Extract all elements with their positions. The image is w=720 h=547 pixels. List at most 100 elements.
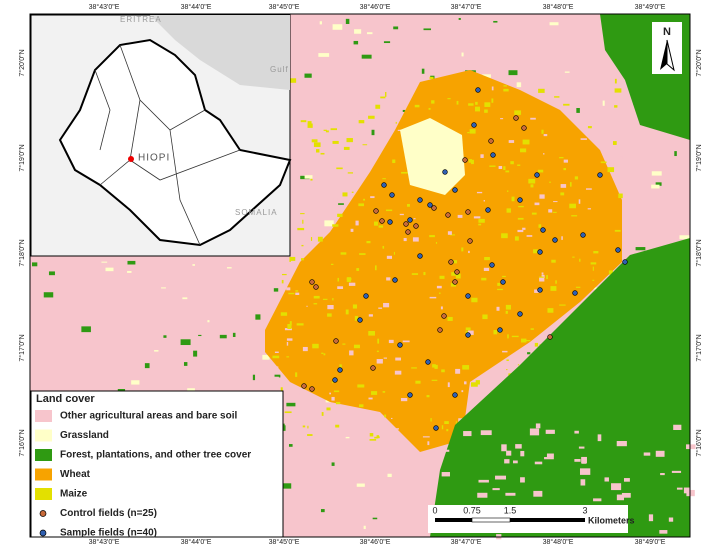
legend-title: Land cover xyxy=(36,393,95,405)
maize-patch xyxy=(383,357,387,359)
pink-patch xyxy=(621,492,631,498)
maize-patch xyxy=(553,201,558,203)
maize-patch xyxy=(475,101,478,105)
forest-patch xyxy=(131,380,140,385)
pink-patch xyxy=(513,460,518,464)
maize-patch xyxy=(378,307,383,309)
maize-patch xyxy=(295,292,300,296)
maize-patch xyxy=(554,96,560,98)
maize-patch xyxy=(502,275,506,278)
maize-patch xyxy=(335,424,340,428)
forest-patch xyxy=(320,509,325,513)
maize-patch xyxy=(380,96,386,99)
forest-patch xyxy=(655,182,662,186)
pink-patch xyxy=(671,470,682,473)
maize-patch xyxy=(505,304,511,310)
control-field xyxy=(445,212,451,218)
maize-patch xyxy=(522,227,526,230)
maize-patch xyxy=(288,139,296,143)
control-field xyxy=(467,238,473,244)
inset-map: ERITREA Gulf HIOPI SOMALIA xyxy=(30,14,292,257)
maize-patch xyxy=(439,275,445,279)
maize-patch xyxy=(447,231,452,235)
pink-patch xyxy=(501,444,507,452)
maize-patch xyxy=(331,381,334,384)
maize-patch xyxy=(525,340,531,342)
maize-patch xyxy=(300,120,307,123)
maize-patch xyxy=(503,166,506,171)
maize-patch xyxy=(585,188,592,190)
pink-patch xyxy=(520,450,525,457)
maize-patch xyxy=(302,219,304,224)
maize-patch xyxy=(330,128,338,131)
maize-patch xyxy=(327,313,332,317)
forest-patch xyxy=(383,41,391,44)
forest-patch xyxy=(274,374,281,378)
maize-patch xyxy=(391,417,393,420)
maize-patch xyxy=(352,304,358,309)
maize-patch xyxy=(312,343,319,349)
maize-patch xyxy=(374,436,379,439)
longitude-label: 38°45'0"E xyxy=(269,3,300,11)
pink-patch xyxy=(660,473,665,476)
maize-patch xyxy=(395,357,401,361)
sample-field xyxy=(427,202,433,208)
maize-patch xyxy=(558,94,562,96)
legend-swatch xyxy=(35,468,52,481)
maize-patch xyxy=(394,440,401,444)
sample-field xyxy=(580,232,586,238)
latitude-label: 7°18'0"N xyxy=(18,239,26,266)
longitude-label: 38°49'0"E xyxy=(635,538,666,546)
maize-patch xyxy=(346,277,352,282)
forest-patch xyxy=(393,26,399,30)
maize-patch xyxy=(289,256,296,261)
pink-patch xyxy=(506,450,512,456)
longitude-label: 38°47'0"E xyxy=(451,3,482,11)
maize-patch xyxy=(470,389,476,393)
maize-patch xyxy=(376,435,380,437)
maize-patch xyxy=(600,161,607,164)
scale-label: 3 xyxy=(582,505,587,515)
maize-patch xyxy=(356,268,360,271)
scale-segment xyxy=(510,518,585,522)
maize-patch xyxy=(497,282,500,286)
maize-patch xyxy=(468,159,473,163)
maize-patch xyxy=(498,165,503,169)
sample-field xyxy=(389,192,395,198)
maize-patch xyxy=(480,154,484,158)
maize-patch xyxy=(482,314,488,320)
scale-label: 1.5 xyxy=(504,505,517,515)
maize-patch xyxy=(574,176,579,180)
maize-patch xyxy=(431,100,435,104)
maize-patch xyxy=(497,288,503,291)
legend-label: Sample fields (n=40) xyxy=(60,528,157,539)
maize-patch xyxy=(537,169,544,173)
maize-patch xyxy=(506,369,508,371)
maize-patch xyxy=(486,390,494,394)
maize-patch xyxy=(517,364,520,366)
maize-patch xyxy=(538,88,545,93)
sample-field xyxy=(363,293,369,299)
maize-patch xyxy=(272,355,280,359)
legend: Land cover Other agricultural areas and … xyxy=(30,390,284,539)
forest-patch xyxy=(318,53,330,57)
pink-patch xyxy=(574,430,579,434)
pink-patch xyxy=(648,514,654,522)
maize-patch xyxy=(461,247,464,252)
maize-patch xyxy=(320,152,325,155)
maize-patch xyxy=(310,178,313,181)
maize-patch xyxy=(305,183,312,187)
maize-patch xyxy=(300,136,303,142)
maize-patch xyxy=(292,392,300,396)
forest-patch xyxy=(635,247,646,251)
maize-patch xyxy=(436,285,442,289)
sample-field xyxy=(485,207,491,213)
maize-patch xyxy=(330,263,334,265)
maize-patch xyxy=(505,170,510,173)
maize-patch xyxy=(484,102,491,107)
maize-patch xyxy=(307,121,312,125)
maize-patch xyxy=(534,289,541,293)
maize-patch xyxy=(286,341,289,346)
maize-patch xyxy=(491,98,494,103)
forest-patch xyxy=(331,462,335,466)
